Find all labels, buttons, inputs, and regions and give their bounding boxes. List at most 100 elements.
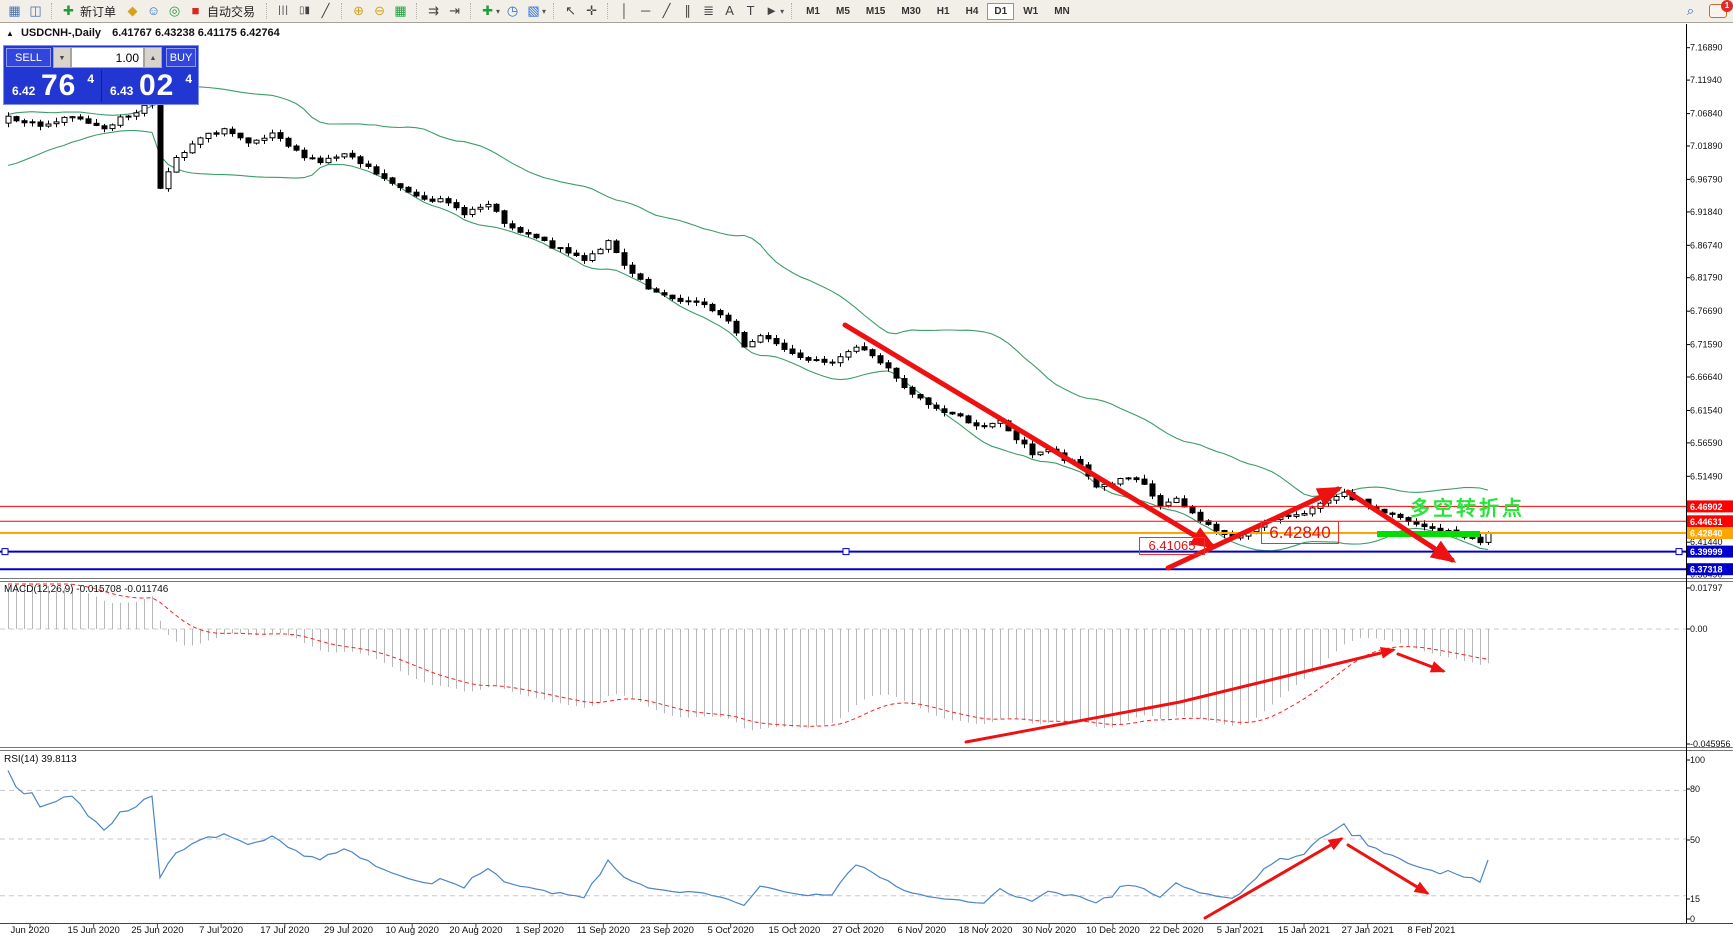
crosshair-icon[interactable]: ✛ (586, 3, 598, 18)
volume-increase-button[interactable]: ▲ (144, 47, 162, 68)
svg-text:0.01797: 0.01797 (1690, 583, 1723, 593)
svg-text:6.56590: 6.56590 (1690, 438, 1723, 448)
chart-shift-icon[interactable]: ⇥ (449, 3, 460, 18)
bar-chart-icon[interactable]: ||| (278, 5, 289, 16)
label-tool-icon[interactable]: T (746, 3, 755, 18)
svg-text:7.06840: 7.06840 (1690, 109, 1723, 119)
zoom-out-icon[interactable]: ⊖ (374, 3, 385, 18)
community-icon[interactable]: ☺ (146, 3, 161, 18)
toolbar-separator (266, 3, 268, 19)
search-icon[interactable]: ⌕ (1686, 3, 1695, 18)
auto-scroll-icon[interactable]: ⇉ (428, 3, 439, 18)
timeframe-m1[interactable]: M1 (806, 5, 820, 17)
macd-signal-line (8, 583, 1489, 727)
tile-windows-icon[interactable]: ▦ (394, 3, 407, 18)
candlestick-chart-icon[interactable]: ▯▮ (299, 5, 311, 16)
svg-text:6.51490: 6.51490 (1690, 471, 1723, 481)
new-order-icon[interactable]: ✚ (63, 3, 74, 18)
bollinger-bands (7, 85, 1489, 552)
volume-decrease-button[interactable]: ▼ (53, 47, 71, 68)
svg-text:7.16890: 7.16890 (1690, 43, 1723, 53)
svg-text:27 Oct 2020: 27 Oct 2020 (832, 925, 884, 936)
tick-chart-icon[interactable]: ◫ (29, 3, 42, 18)
channel-icon[interactable]: ∥ (684, 3, 691, 18)
candlestick-plot (5, 99, 1492, 546)
svg-text:Jun 2020: Jun 2020 (10, 925, 49, 936)
pivot-price-annotation[interactable]: 6.42840 (1261, 521, 1339, 544)
timeframe-m15[interactable]: M15 (865, 5, 886, 17)
svg-text:7.01890: 7.01890 (1690, 141, 1723, 151)
new-order-label[interactable]: 新订单 (80, 4, 117, 19)
svg-text:6.37318: 6.37318 (1690, 565, 1723, 575)
low-price-annotation[interactable]: 6.41065 (1139, 537, 1205, 555)
buy-price[interactable]: 6.43 02 4 (103, 69, 198, 103)
volume-input[interactable] (71, 47, 144, 68)
arrows-tool-icon[interactable]: ► (765, 3, 778, 18)
template-dropdown-icon[interactable]: ▾ (542, 6, 547, 16)
indicator-gridlines (0, 628, 1686, 897)
support-zone-bar[interactable] (1377, 531, 1480, 537)
svg-text:27 Jan 2021: 27 Jan 2021 (1342, 925, 1394, 936)
buy-button[interactable]: BUY (166, 48, 196, 67)
sell-price-big: 76 (41, 69, 77, 102)
svg-text:11 Sep 2020: 11 Sep 2020 (577, 925, 630, 936)
trend-arrows[interactable] (842, 322, 1457, 920)
macd-indicator-label: MACD(12,26,9) -0.015708 -0.011746 (4, 584, 169, 595)
timeframe-m5[interactable]: M5 (835, 5, 850, 17)
svg-text:6 Nov 2020: 6 Nov 2020 (898, 925, 947, 936)
trendline-icon[interactable]: ╱ (662, 3, 671, 18)
sell-price-sup: 4 (87, 72, 94, 86)
timeframe-h4[interactable]: H4 (965, 5, 979, 17)
svg-text:25 Jun 2020: 25 Jun 2020 (131, 925, 183, 936)
toolbar-right-group: ⌕ 1 (1680, 0, 1733, 20)
svg-text:15 Oct 2020: 15 Oct 2020 (769, 925, 821, 936)
sell-button[interactable]: SELL (6, 48, 51, 67)
svg-text:23 Sep 2020: 23 Sep 2020 (640, 925, 694, 936)
macd-axis: 0.01797 0.00 -0.045956 (1686, 583, 1731, 749)
horizontal-line-icon[interactable]: ─ (640, 3, 651, 18)
timeframe-h1[interactable]: H1 (936, 5, 950, 17)
turning-point-annotation[interactable]: 多空转折点 (1410, 498, 1525, 520)
cursor-icon[interactable]: ↖ (565, 3, 577, 18)
auto-trading-icon[interactable]: ■ (191, 3, 200, 18)
arrows-dropdown-icon[interactable]: ▾ (780, 6, 785, 16)
indicators-icon[interactable]: ✚ (482, 3, 493, 18)
line-chart-icon[interactable]: ╱ (321, 3, 330, 18)
rsi-indicator-label: RSI(14) 39.8113 (4, 754, 77, 765)
vertical-line-icon[interactable]: │ (620, 3, 629, 18)
timeframe-mn[interactable]: MN (1054, 5, 1070, 17)
svg-text:80: 80 (1690, 784, 1700, 794)
deposit-icon[interactable]: ◆ (127, 3, 138, 18)
buy-price-sup: 4 (185, 72, 192, 86)
signals-icon[interactable]: ◎ (168, 3, 181, 18)
toolbar-separator (553, 3, 555, 19)
svg-text:6.71590: 6.71590 (1690, 340, 1723, 350)
svg-text:0: 0 (1690, 914, 1695, 924)
timeframe-m30[interactable]: M30 (901, 5, 921, 17)
zoom-in-icon[interactable]: ⊕ (353, 3, 364, 18)
rsi-axis: 100 80 50 15 0 (1686, 755, 1705, 924)
charts-window-icon[interactable]: ▦ (8, 3, 21, 18)
svg-text:7.11940: 7.11940 (1690, 75, 1722, 85)
svg-text:30 Nov 2020: 30 Nov 2020 (1022, 925, 1076, 936)
timeframe-d1[interactable]: D1 (987, 2, 1015, 20)
svg-text:6.41440: 6.41440 (1690, 537, 1723, 547)
svg-text:6.66640: 6.66640 (1690, 372, 1723, 382)
svg-text:6.86740: 6.86740 (1690, 240, 1723, 250)
svg-text:10 Dec 2020: 10 Dec 2020 (1086, 925, 1140, 936)
text-tool-icon[interactable]: A (725, 3, 734, 18)
svg-text:6.42840: 6.42840 (1690, 529, 1723, 539)
auto-trading-label[interactable]: 自动交易 (207, 4, 256, 19)
fibonacci-icon[interactable]: ≣ (703, 3, 715, 18)
period-clock-icon[interactable]: ◷ (506, 3, 519, 18)
horizontal-level-lines[interactable] (0, 505, 1686, 571)
indicators-dropdown-icon[interactable]: ▾ (496, 6, 501, 16)
sell-price[interactable]: 6.42 76 4 (5, 69, 100, 103)
one-click-collapse-icon[interactable]: ▲ (6, 29, 14, 38)
chat-bubble-icon[interactable]: 1 (1709, 0, 1733, 18)
template-icon[interactable]: ▧ (527, 3, 540, 18)
buy-price-small: 6.43 (110, 84, 134, 98)
timeframe-w1[interactable]: W1 (1023, 5, 1039, 17)
